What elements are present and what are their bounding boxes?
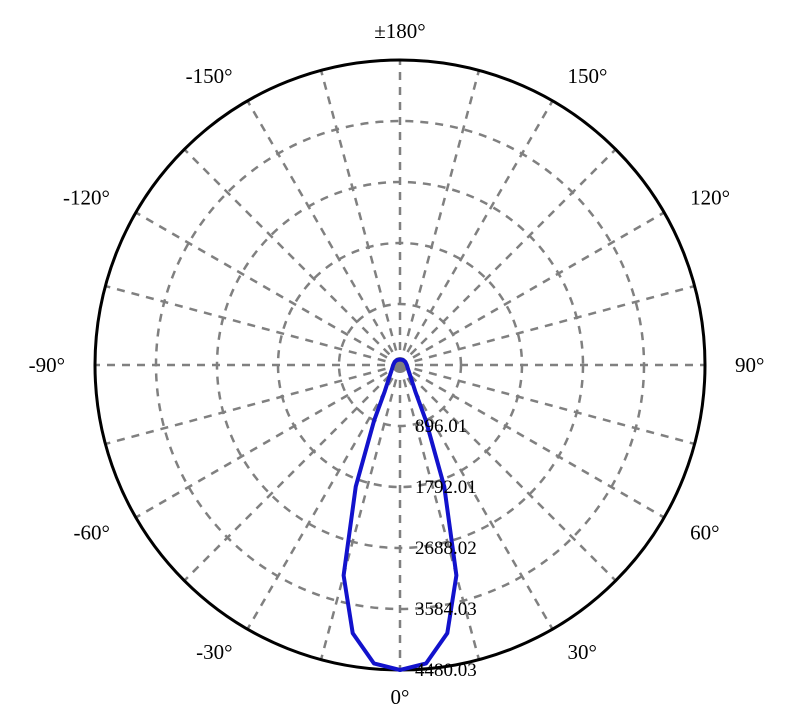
- angle-label: -90°: [29, 353, 65, 377]
- radial-label: 4480.03: [415, 660, 477, 681]
- radial-label: 2688.02: [415, 538, 477, 559]
- polar-grid: [95, 60, 705, 670]
- angle-label: -60°: [73, 521, 109, 545]
- angle-label: 120°: [690, 186, 730, 210]
- angle-label: 30°: [568, 640, 597, 664]
- angle-label: 60°: [690, 521, 719, 545]
- radial-label: 3584.03: [415, 599, 477, 620]
- polar-chart: 896.01 1792.01 2688.02 3584.03 4480.03 ±180° -…: [0, 0, 804, 727]
- angle-label: ±180°: [374, 19, 425, 43]
- angle-label: -120°: [63, 186, 110, 210]
- angle-label: -30°: [196, 640, 232, 664]
- angle-label: 0°: [391, 685, 410, 709]
- radial-label: 1792.01: [415, 477, 477, 498]
- angle-label: 150°: [568, 64, 608, 88]
- angle-label: 90°: [735, 353, 764, 377]
- radial-label: 896.01: [415, 416, 467, 437]
- angle-label: -150°: [186, 64, 233, 88]
